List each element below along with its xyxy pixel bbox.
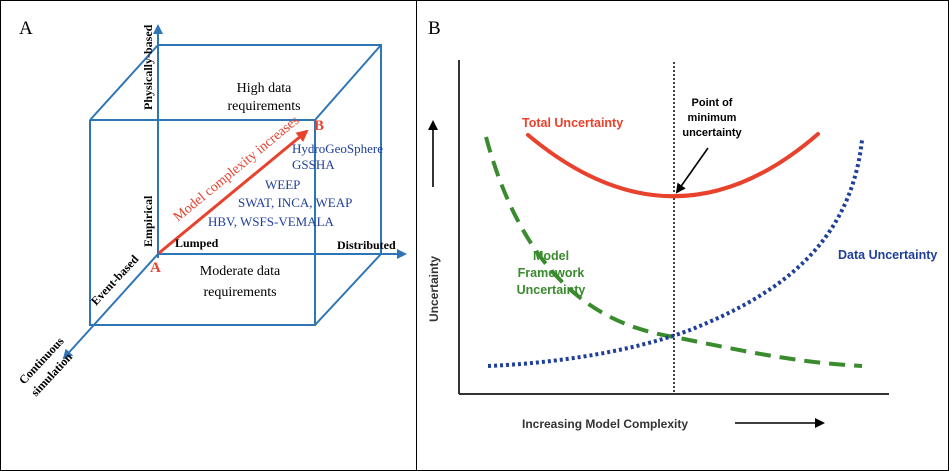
bottom-face-label-2: requirements — [203, 285, 276, 300]
minimum-label-1: Point of — [692, 97, 733, 109]
minimum-label-2: minimum — [688, 112, 737, 124]
point-b-label: B — [314, 118, 324, 134]
axis-label-lumped: Lumped — [175, 236, 219, 250]
total-uncertainty-label: Total Uncertainty — [522, 116, 623, 130]
axis-label-empirical: Empirical — [141, 195, 155, 247]
axis-label-physically-based: Physically-based — [141, 24, 155, 110]
model-uncertainty-label-1: Model — [533, 249, 569, 263]
depth-axis-arrow — [62, 253, 159, 360]
total-uncertainty-curve — [526, 132, 820, 199]
bottom-face-label-1: Moderate data — [200, 264, 281, 279]
model-swat-inca-weap: SWAT, INCA, WEAP — [238, 195, 352, 210]
minimum-pointer-arrow — [675, 147, 709, 194]
model-uncertainty-label-2: Framework — [518, 266, 585, 280]
model-uncertainty-label-3: Uncertainty — [517, 283, 586, 297]
complexity-arrow — [158, 129, 309, 255]
model-hydrogeosphere: HydroGeoSphere — [292, 141, 383, 156]
model-weep: WEEP — [265, 177, 300, 192]
panel-divider — [416, 0, 417, 471]
data-uncertainty-curve — [487, 139, 864, 368]
top-face-label-1: High data — [237, 81, 293, 96]
panel-b-label: B — [428, 18, 441, 39]
minimum-label-3: uncertainty — [682, 127, 742, 139]
point-a-label: A — [150, 260, 161, 276]
model-hbv-wsfs: HBV, WSFS-VEMALA — [208, 214, 335, 229]
panel-a-label: A — [19, 18, 33, 39]
b-x-axis-label: Increasing Model Complexity — [522, 417, 688, 431]
b-y-axis-label: Uncertainty — [427, 256, 441, 322]
model-framework-uncertainty-curve — [484, 136, 863, 368]
top-face-label-2: requirements — [227, 99, 300, 114]
model-gssha: GSSHA — [292, 157, 335, 172]
data-uncertainty-label: Data Uncertainty — [838, 248, 937, 262]
axis-label-distributed: Distributed — [337, 238, 396, 252]
